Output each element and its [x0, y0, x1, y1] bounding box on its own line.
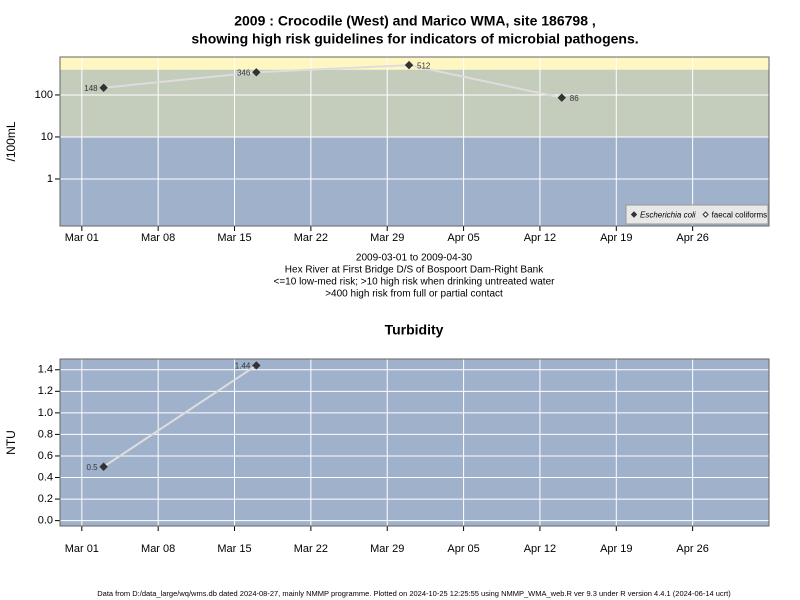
chart-title: 2009 : Crocodile (West) and Marico WMA, …: [234, 13, 596, 29]
footer: Data from D:/data_large/wq/wms.db dated …: [97, 589, 731, 598]
x-tick-label: Mar 01: [65, 232, 99, 244]
y-axis-label: /100mL: [4, 121, 18, 161]
y-tick-label: 10: [41, 131, 53, 143]
x-tick-label: Apr 05: [447, 543, 479, 555]
data-point: [557, 93, 566, 102]
plot-frame: [59, 358, 770, 527]
data-point: [252, 361, 261, 370]
x-tick-label: Mar 22: [294, 232, 328, 244]
risk-band: [60, 69, 769, 137]
panel-title: Turbidity: [385, 322, 444, 338]
x-tick-label: Apr 26: [676, 232, 708, 244]
x-tick-label: Mar 22: [294, 543, 328, 555]
x-tick-label: Apr 19: [600, 232, 632, 244]
note: Hex River at First Bridge D/S of Bospoor…: [285, 265, 544, 276]
x-tick-label: Apr 05: [447, 232, 479, 244]
data-point: [404, 60, 414, 70]
data-point: [252, 68, 261, 77]
series-line: [103, 364, 257, 468]
legend-label: faecal coliforms: [712, 211, 768, 220]
y-axis-label: NTU: [4, 430, 18, 455]
data-point: [99, 83, 108, 92]
y-tick-label: 0.8: [38, 428, 53, 440]
data-label: 0.5: [87, 463, 99, 472]
legend-box: [625, 204, 769, 225]
note: 2009-03-01 to 2009-04-30: [356, 253, 473, 264]
x-tick-label: Apr 12: [524, 543, 556, 555]
legend-marker: [702, 211, 709, 218]
x-tick-label: Apr 12: [524, 232, 556, 244]
y-tick-label: 1.4: [38, 364, 53, 376]
x-tick-label: Mar 08: [141, 232, 175, 244]
data-label: 148: [84, 84, 98, 93]
data-label: 346: [237, 68, 251, 77]
chart-subtitle: showing high risk guidelines for indicat…: [191, 31, 638, 47]
x-tick-label: Apr 19: [600, 543, 632, 555]
data-label: 1.44: [235, 362, 251, 371]
x-tick-label: Mar 29: [370, 232, 404, 244]
legend-marker: [630, 211, 638, 218]
plot-frame: [59, 56, 770, 227]
y-tick-label: 1: [47, 173, 53, 185]
y-tick-label: 0.4: [38, 471, 53, 483]
series-line: [103, 64, 562, 99]
y-tick-label: 0.6: [38, 450, 53, 462]
y-tick-label: 1.0: [38, 407, 53, 419]
x-tick-label: Mar 01: [65, 543, 99, 555]
y-tick-label: 0.0: [38, 515, 53, 527]
data-point: [99, 462, 108, 471]
note: >400 high risk from full or partial cont…: [325, 289, 503, 300]
y-tick-label: 1.2: [38, 385, 53, 397]
x-tick-label: Mar 15: [217, 232, 251, 244]
x-tick-label: Mar 15: [217, 543, 251, 555]
plot-background: [60, 359, 769, 526]
note: <=10 low-med risk; >10 high risk when dr…: [274, 277, 556, 288]
x-tick-label: Mar 29: [370, 543, 404, 555]
data-label: 512: [417, 61, 431, 70]
legend-label: Escherichia coli: [640, 211, 696, 220]
risk-band: [60, 57, 769, 70]
data-label: 86: [570, 94, 579, 103]
x-tick-label: Mar 08: [141, 543, 175, 555]
y-tick-label: 0.2: [38, 493, 53, 505]
x-tick-label: Apr 26: [676, 543, 708, 555]
y-tick-label: 100: [35, 89, 53, 101]
